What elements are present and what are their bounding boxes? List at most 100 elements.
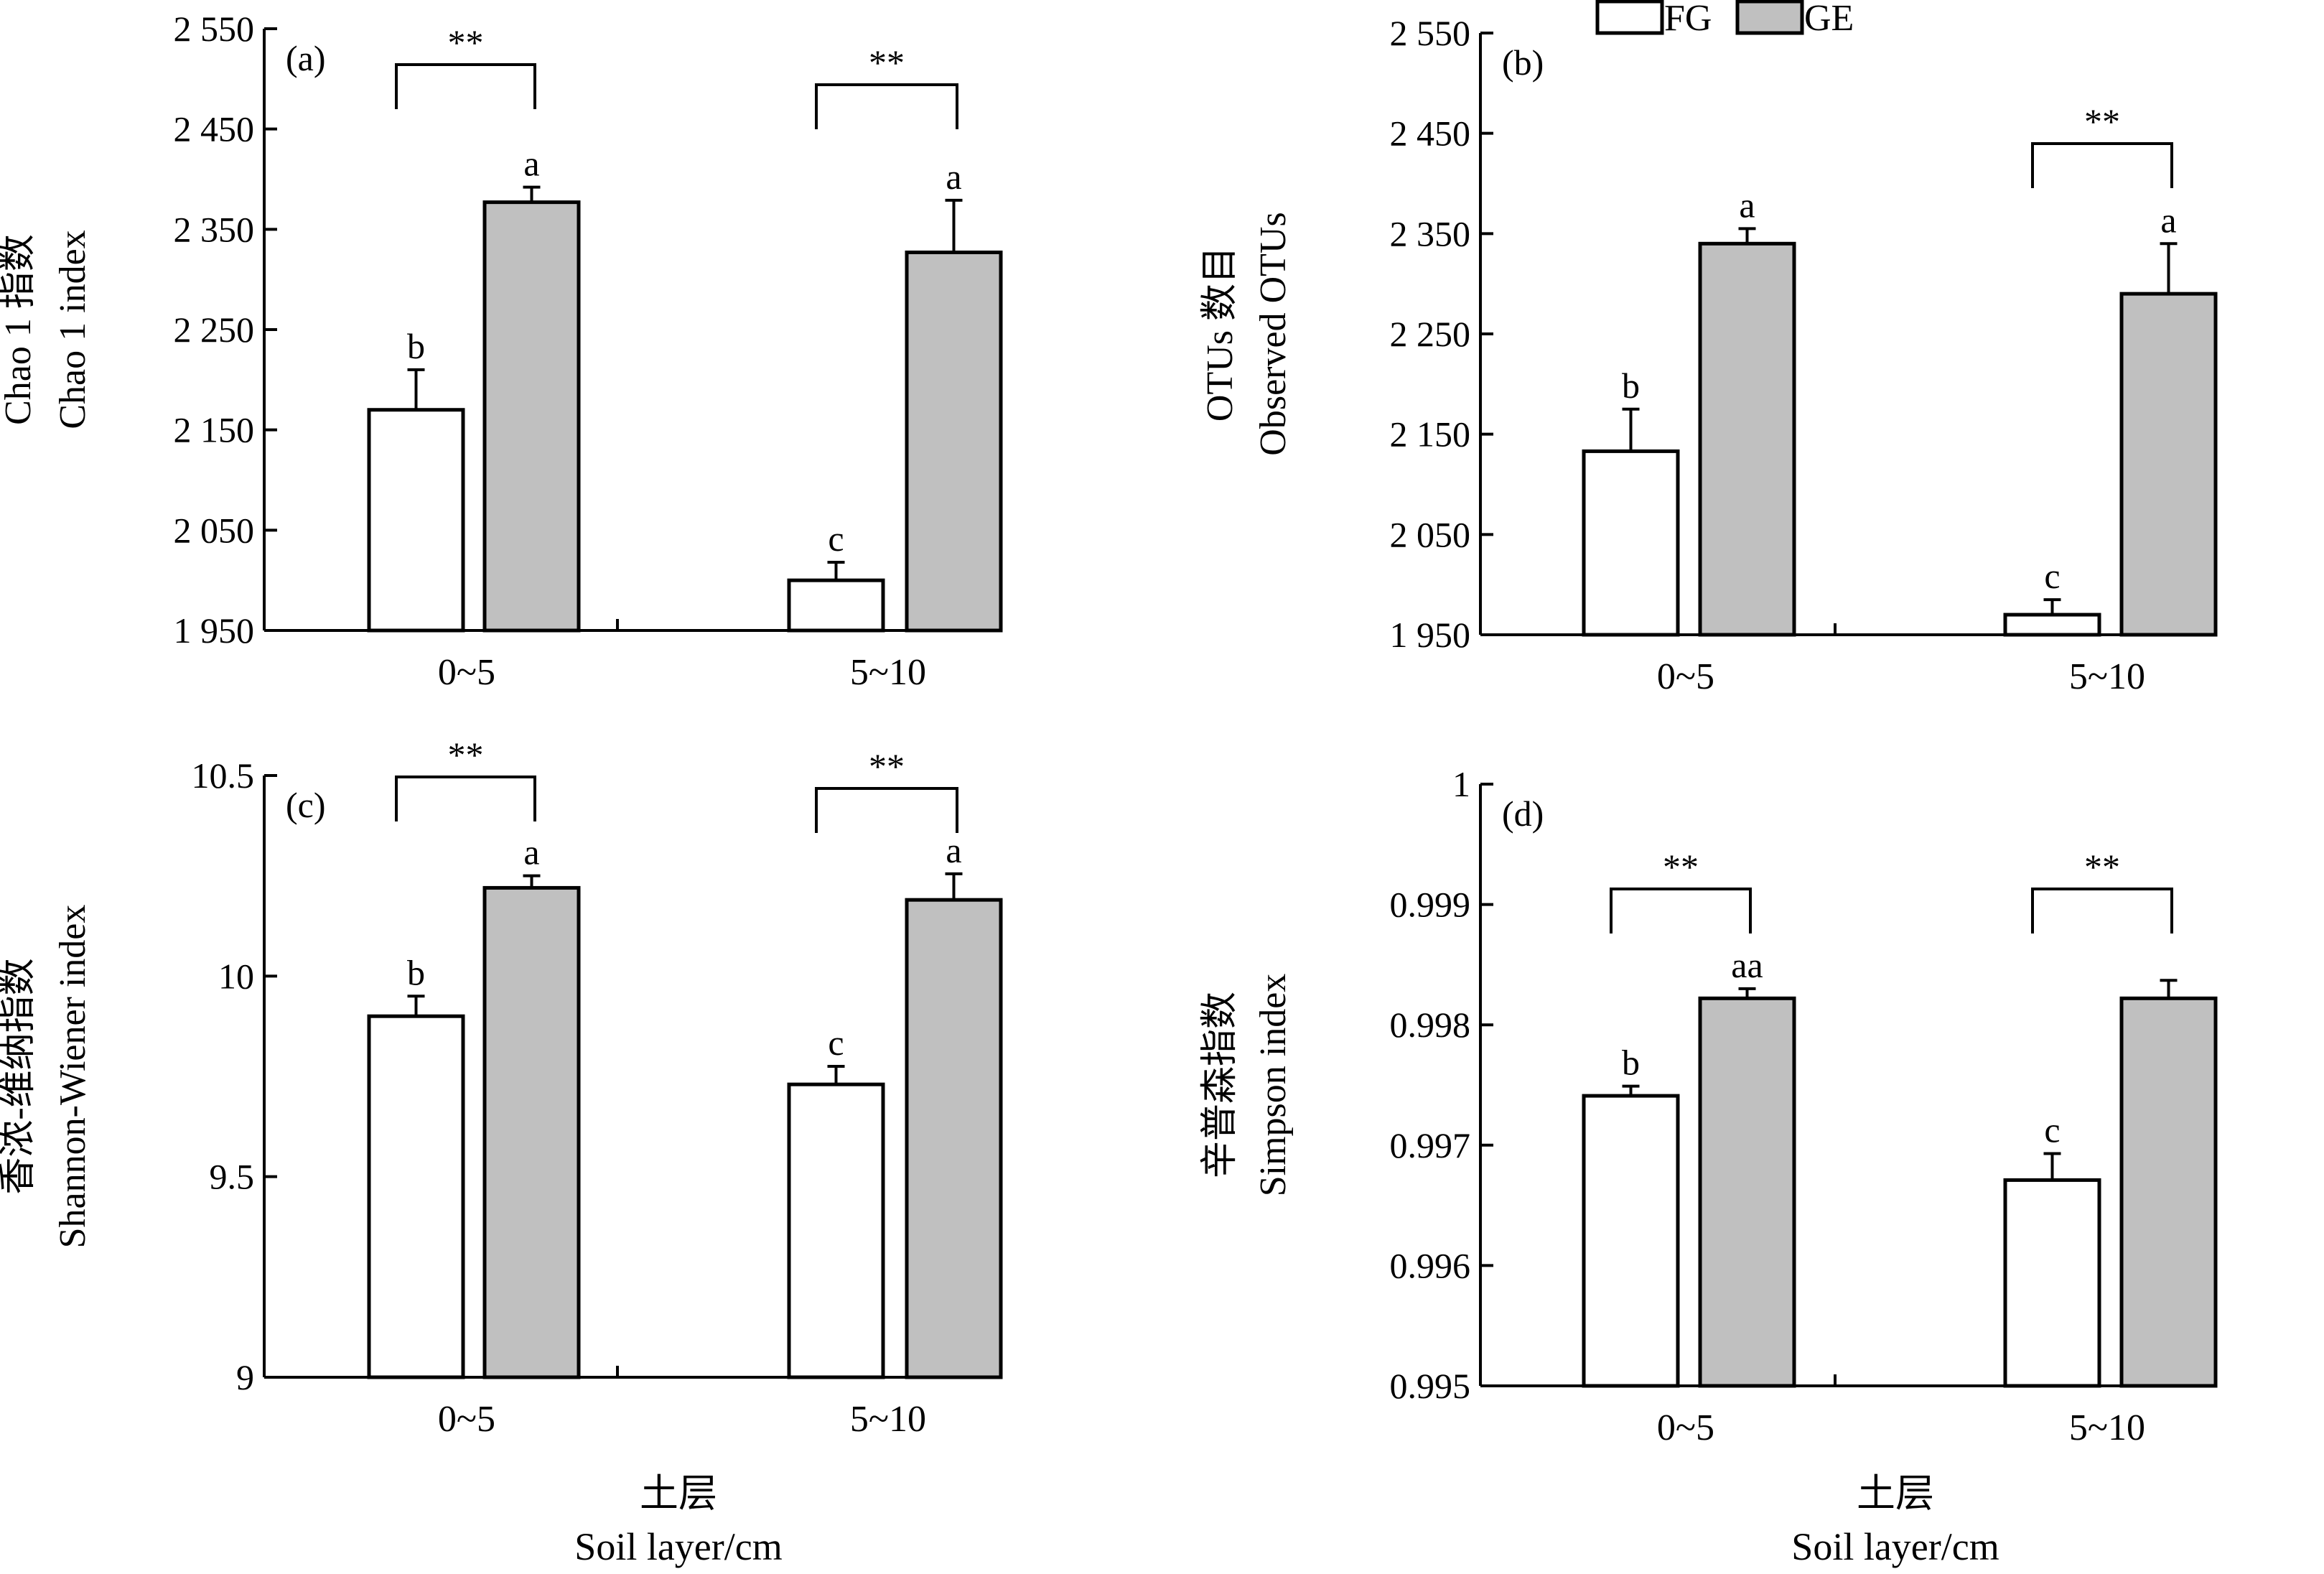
y-tick-label: 1 <box>1452 764 1470 804</box>
significance-letter: a <box>1739 185 1755 225</box>
y-tick-label: 9 <box>236 1357 254 1397</box>
significance-stars: ** <box>869 746 905 786</box>
y-tick-label: 2 050 <box>1390 514 1471 554</box>
chart-panel-1: 1 950 2 050 2 150 2 250 2 350 2 450 2 550 Chao … <box>0 9 1003 693</box>
bar-ge-2 <box>2119 292 2218 637</box>
y-axis-label: Simpson index <box>1253 974 1294 1197</box>
y-axis-label: Shannon-Wiener index <box>52 905 93 1249</box>
bar-fg-2 <box>787 1082 885 1379</box>
chart-panel-3: 9 9.5 10 10.5 香浓-维纳指数 Shannon-Wiener index (c)… <box>0 735 1003 1440</box>
significance-stars: ** <box>448 22 484 62</box>
bar-fg-2 <box>2003 613 2101 637</box>
bar-ge-2 <box>2119 996 2218 1388</box>
chart-panel-4: 0.995 0.996 0.997 0.998 0.999 1 辛普森指数 Simpson i… <box>1200 764 2218 1448</box>
legend-swatch-ge <box>1735 0 1804 35</box>
significance-letter: b <box>407 952 425 992</box>
bar-fg-1 <box>1582 449 1680 637</box>
significance-letter: b <box>407 326 425 366</box>
significance-letter: b <box>1622 1043 1640 1083</box>
significance-letter: b <box>1622 365 1640 406</box>
category-label: 5~10 <box>850 1399 926 1440</box>
significance-stars: ** <box>448 735 484 775</box>
y-tick-label: 2 150 <box>1390 414 1471 455</box>
y-tick-label: 1 950 <box>1390 615 1471 655</box>
x-axis-label-zh-right: 土层 <box>1857 1472 1934 1515</box>
significance-letter: a <box>946 830 961 870</box>
y-tick-label: 2 350 <box>1390 213 1471 253</box>
significance-letter: a <box>2160 200 2176 240</box>
y-tick-label: 2 250 <box>174 309 255 350</box>
y-axis-label: Observed OTUs <box>1253 212 1294 455</box>
legend-label-fg: FG <box>1664 0 1712 39</box>
bar-ge-2 <box>905 898 1003 1379</box>
bar-fg-1 <box>1582 1094 1680 1388</box>
y-tick-label: 0.995 <box>1390 1366 1471 1406</box>
y-tick-label: 9.5 <box>210 1157 255 1197</box>
y-tick-label: 2 450 <box>174 109 255 149</box>
y-axis-label: Chao 1 指数 <box>0 234 39 425</box>
significance-stars: ** <box>2084 847 2120 887</box>
bar-ge-1 <box>1698 996 1796 1388</box>
significance-stars: ** <box>869 42 905 83</box>
y-axis-label: 香浓-维纳指数 <box>0 958 39 1194</box>
category-label: 5~10 <box>2069 656 2145 697</box>
bar-fg-1 <box>367 1014 465 1379</box>
y-tick-label: 10 <box>218 956 254 996</box>
bar-fg-1 <box>367 408 465 633</box>
y-tick-label: 0.996 <box>1390 1245 1471 1285</box>
y-tick-label: 2 150 <box>174 410 255 450</box>
significance-bracket <box>395 63 536 109</box>
significance-letter: a <box>523 832 539 872</box>
significance-letter: c <box>2044 556 2060 596</box>
y-tick-label: 10.5 <box>192 755 255 796</box>
y-axis-label: 辛普森指数 <box>1200 992 1241 1178</box>
significance-bracket <box>2031 142 2173 188</box>
significance-letter: a <box>946 157 961 197</box>
category-label: 0~5 <box>1657 656 1714 697</box>
x-axis-label-zh-left: 土层 <box>640 1472 717 1515</box>
panel-label: (c) <box>286 785 326 825</box>
y-tick-label: 0.998 <box>1390 1005 1471 1045</box>
significance-bracket <box>1610 888 1752 933</box>
legend-swatch-fg <box>1595 0 1664 35</box>
bar-fg-2 <box>2003 1178 2101 1388</box>
significance-bracket <box>395 776 536 821</box>
significance-letter: a <box>523 144 539 184</box>
significance-bracket <box>2031 888 2173 933</box>
y-tick-label: 2 350 <box>174 209 255 249</box>
bar-fg-2 <box>787 578 885 633</box>
bar-ge-1 <box>482 885 581 1379</box>
x-axis-label-en-right: Soil layer/cm <box>1791 1525 1999 1568</box>
y-tick-label: 2 050 <box>174 510 255 550</box>
significance-letter: c <box>828 1023 844 1063</box>
panel-label: (b) <box>1502 42 1544 83</box>
y-tick-label: 0.999 <box>1390 885 1471 925</box>
significance-stars: ** <box>2084 101 2120 141</box>
panel-label: (d) <box>1502 793 1544 834</box>
panels: 1 950 2 050 2 150 2 250 2 350 2 450 2 550 Chao … <box>0 9 2218 1448</box>
y-tick-label: 2 250 <box>1390 314 1471 354</box>
y-axis-label: OTUs 数目 <box>1200 246 1241 422</box>
x-axis-label-en-left: Soil layer/cm <box>574 1525 782 1568</box>
y-tick-label: 2 550 <box>174 9 255 49</box>
category-label: 5~10 <box>850 652 926 693</box>
category-label: 5~10 <box>2069 1407 2145 1448</box>
legend-label-ge: GE <box>1804 0 1854 39</box>
y-tick-label: 2 450 <box>1390 113 1471 154</box>
bar-ge-2 <box>905 250 1003 633</box>
significance-bracket <box>815 83 958 129</box>
panel-label: (a) <box>286 38 326 78</box>
bar-ge-1 <box>482 200 581 633</box>
y-tick-label: 2 550 <box>1390 13 1471 53</box>
chart-panel-2: 1 950 2 050 2 150 2 250 2 350 2 450 2 550 OTUs … <box>1200 13 2218 697</box>
legend: FG GE <box>1595 0 1854 39</box>
y-tick-label: 0.997 <box>1390 1125 1471 1165</box>
bar-ge-1 <box>1698 241 1796 637</box>
y-tick-label: 1 950 <box>174 610 255 651</box>
significance-stars: ** <box>1663 847 1699 887</box>
category-label: 0~5 <box>438 1399 495 1440</box>
category-label: 0~5 <box>438 652 495 693</box>
significance-bracket <box>815 787 958 833</box>
y-axis-label: Chao 1 index <box>52 230 93 429</box>
